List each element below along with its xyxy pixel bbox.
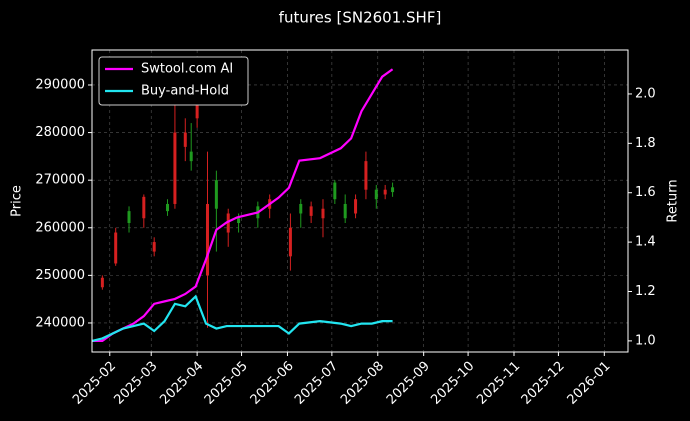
candle-body — [374, 189, 378, 200]
x-tick-label: 2025-04 — [157, 359, 206, 408]
candle-body — [237, 218, 241, 224]
y2-tick-label: 1.8 — [635, 136, 656, 151]
x-tick-label: 2025-09 — [384, 359, 433, 408]
line-series — [91, 294, 393, 342]
y2-tick-label: 1.0 — [635, 333, 656, 348]
x-tick-label: 2025-08 — [338, 359, 387, 408]
candle-body — [343, 203, 347, 219]
x-tick-label: 2025-10 — [428, 359, 477, 408]
candle-body — [173, 132, 177, 204]
y-tick-label: 280000 — [35, 125, 85, 140]
candle-body — [114, 232, 118, 264]
x-tick-label: 2025-11 — [474, 359, 523, 408]
candle-body — [354, 199, 358, 214]
candle-body — [364, 161, 368, 190]
y2-tick-label: 2.0 — [635, 86, 656, 101]
candle-body — [100, 277, 104, 288]
candle-body — [299, 203, 303, 214]
candle-body — [166, 203, 170, 212]
x-tick-label: 2026-01 — [565, 359, 614, 408]
candle-body — [391, 187, 395, 193]
y2-tick-label: 1.4 — [635, 235, 656, 250]
x-tick-label: 2025-12 — [519, 359, 568, 408]
y-tick-label: 250000 — [35, 268, 85, 283]
y-axis-label: Price — [10, 185, 25, 217]
x-tick-label: 2025-06 — [248, 359, 297, 408]
x-tick-label: 2025-05 — [202, 359, 251, 408]
y-tick-label: 270000 — [35, 173, 85, 188]
candle-body — [205, 203, 209, 276]
candle-body — [309, 206, 313, 216]
y-tick-label: 290000 — [35, 77, 85, 92]
y2-axis-label: Return — [666, 179, 681, 222]
candle-body — [321, 208, 325, 219]
y-tick-label: 260000 — [35, 220, 85, 235]
line-series — [92, 68, 394, 342]
chart-title: futures [SN2601.SHF] — [279, 9, 442, 27]
candle-body — [142, 196, 146, 219]
candle-body — [288, 227, 292, 257]
y2-tick-label: 1.6 — [635, 185, 656, 200]
candle-body — [383, 189, 387, 195]
y2-tick-label: 1.2 — [635, 284, 656, 299]
x-tick-label: 2025-02 — [70, 359, 119, 408]
candle-body — [333, 182, 337, 200]
y-tick-label: 240000 — [35, 315, 85, 330]
candle-body — [183, 132, 187, 147]
legend-label: Swtool.com AI — [141, 62, 233, 77]
candle-body — [226, 213, 230, 233]
x-tick-label: 2025-03 — [112, 359, 161, 408]
candle-body — [189, 151, 193, 162]
candle-body — [152, 242, 156, 252]
plot-frame — [91, 49, 629, 353]
candle-body — [195, 94, 199, 119]
candle-body — [127, 211, 131, 224]
candle-body — [214, 180, 218, 209]
x-tick-label: 2025-07 — [292, 359, 341, 408]
legend-box — [98, 56, 249, 106]
legend-label: Buy-and-Hold — [141, 84, 229, 99]
